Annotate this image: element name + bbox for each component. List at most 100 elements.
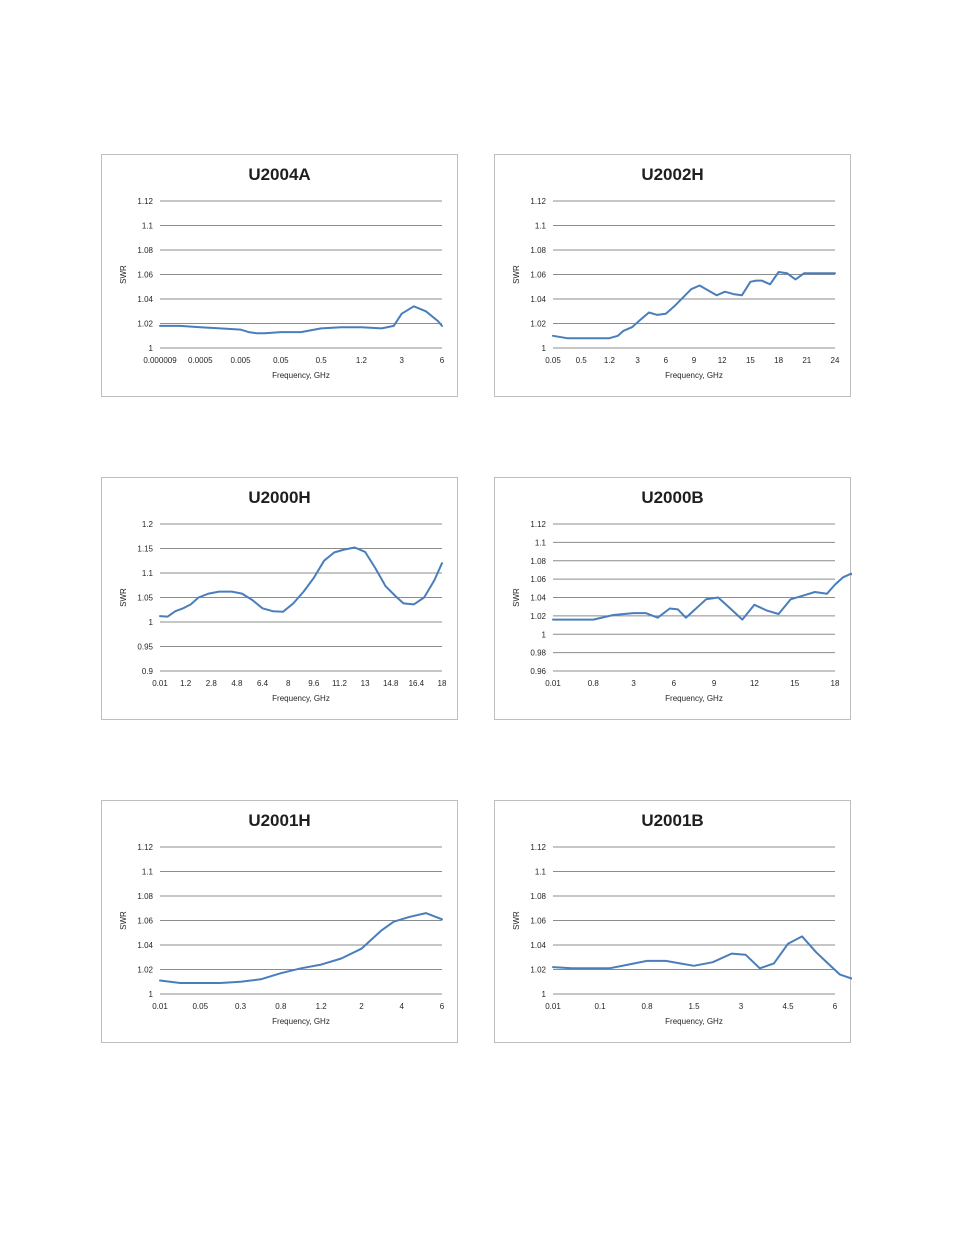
- x-tick-label: 15: [790, 679, 799, 688]
- x-tick-label: 6: [664, 356, 669, 365]
- y-tick-label: 0.9: [142, 667, 154, 676]
- y-tick-label: 1.12: [530, 197, 546, 206]
- x-tick-label: 21: [802, 356, 811, 365]
- x-tick-label: 0.01: [152, 679, 168, 688]
- x-axis-title: Frequency, GHz: [272, 1017, 330, 1026]
- x-tick-label: 1.5: [688, 1002, 700, 1011]
- chart-title: U2004A: [248, 165, 311, 184]
- y-tick-label: 1.08: [137, 246, 153, 255]
- x-tick-label: 3: [635, 356, 640, 365]
- x-tick-label: 16.4: [409, 679, 425, 688]
- y-axis-title: SWR: [512, 265, 521, 284]
- y-tick-label: 1.02: [530, 612, 546, 621]
- y-tick-label: 1.12: [530, 843, 546, 852]
- x-tick-label: 2.8: [206, 679, 218, 688]
- x-tick-label: 0.05: [545, 356, 561, 365]
- y-axis-title: SWR: [512, 911, 521, 930]
- x-tick-label: 0.8: [275, 1002, 287, 1011]
- x-tick-label: 0.0005: [188, 356, 213, 365]
- x-tick-label: 0.01: [152, 1002, 168, 1011]
- x-tick-label: 6: [440, 356, 445, 365]
- y-tick-label: 1.1: [142, 222, 154, 231]
- x-tick-label: 0.005: [231, 356, 252, 365]
- y-tick-label: 1.08: [530, 557, 546, 566]
- y-tick-label: 1.08: [137, 892, 153, 901]
- chart-title: U2001B: [641, 811, 704, 830]
- plot-u2002h: 1 1.02 1.04 1.06 1.08 1.1 1.12 0.05 0.5 1.2 3 6 9 12 1…: [512, 197, 840, 380]
- chart-title: U2002H: [641, 165, 704, 184]
- x-tick-label: 6.4: [257, 679, 269, 688]
- x-tick-label: 3: [739, 1002, 744, 1011]
- series-line: [552, 271, 836, 340]
- y-tick-label: 1.08: [530, 246, 546, 255]
- y-tick-label: 1.02: [137, 966, 153, 975]
- y-tick-label: 0.95: [137, 643, 153, 652]
- y-axis-title: SWR: [512, 588, 521, 607]
- x-tick-label: 1.2: [604, 356, 616, 365]
- x-tick-label: 4: [399, 1002, 404, 1011]
- chart-u2001b: U2001B 1 1.02 1.04 1.06 1.08 1.1 1.12 0.01 0.1 0.…: [494, 800, 852, 1043]
- x-tick-label: 1.2: [180, 679, 192, 688]
- x-tick-label: 0.8: [641, 1002, 653, 1011]
- y-axis-title: SWR: [119, 911, 128, 930]
- y-tick-label: 1.06: [137, 271, 153, 280]
- y-tick-label: 1: [542, 990, 547, 999]
- x-axis-title: Frequency, GHz: [665, 1017, 723, 1026]
- y-tick-label: 1.1: [535, 868, 547, 877]
- series-line: [159, 546, 443, 618]
- y-tick-label: 1.04: [137, 941, 153, 950]
- y-tick-label: 1: [542, 344, 547, 353]
- chart-title: U2001H: [248, 811, 311, 830]
- x-tick-label: 2: [359, 1002, 364, 1011]
- y-tick-label: 1.02: [530, 966, 546, 975]
- chart-title: U2000H: [248, 488, 311, 507]
- x-tick-label: 0.01: [545, 679, 561, 688]
- y-axis-title: SWR: [119, 265, 128, 284]
- y-tick-label: 1.12: [137, 197, 153, 206]
- chart-u2000b: U2000B 0.96 0.98 1 1.02 1.04 1.06 1.08 1.1 1.12 0…: [494, 477, 852, 720]
- x-tick-label: 0.5: [576, 356, 588, 365]
- y-tick-label: 1.02: [530, 320, 546, 329]
- y-axis-title: SWR: [119, 588, 128, 607]
- x-tick-label: 0.000009: [143, 356, 177, 365]
- y-tick-label: 1.1: [535, 538, 547, 547]
- x-tick-label: 24: [831, 356, 840, 365]
- x-axis-title: Frequency, GHz: [665, 371, 723, 380]
- series-line: [552, 935, 852, 980]
- x-tick-label: 4.8: [231, 679, 243, 688]
- plot-u2000h: 0.9 0.95 1 1.05 1.1 1.15 1.2 0.01 1.2 2.8 4.8 6.4 8 9…: [119, 520, 447, 703]
- series-line: [552, 572, 852, 621]
- x-tick-label: 0.8: [588, 679, 600, 688]
- x-tick-label: 0.1: [594, 1002, 606, 1011]
- y-tick-label: 1.06: [530, 917, 546, 926]
- y-tick-label: 1: [149, 990, 154, 999]
- y-tick-label: 1: [149, 344, 154, 353]
- x-tick-label: 9: [712, 679, 717, 688]
- x-tick-label: 0.5: [316, 356, 328, 365]
- y-tick-label: 1.05: [137, 594, 153, 603]
- x-tick-label: 18: [774, 356, 783, 365]
- x-tick-label: 0.05: [192, 1002, 208, 1011]
- x-tick-label: 6: [440, 1002, 445, 1011]
- y-tick-label: 1: [149, 618, 154, 627]
- x-tick-label: 18: [438, 679, 447, 688]
- x-tick-label: 6: [672, 679, 677, 688]
- plot-u2000b: 0.96 0.98 1 1.02 1.04 1.06 1.08 1.1 1.12 0.01 0.8 3…: [512, 520, 852, 703]
- y-tick-label: 1.15: [137, 545, 153, 554]
- x-tick-label: 0.3: [235, 1002, 247, 1011]
- y-tick-label: 1.2: [142, 520, 154, 529]
- y-tick-label: 1.04: [530, 941, 546, 950]
- plot-u2001h: 1 1.02 1.04 1.06 1.08 1.1 1.12 0.01 0.05 0.3 0.8 1.…: [119, 843, 445, 1026]
- x-tick-label: 8: [286, 679, 291, 688]
- y-tick-label: 1: [542, 630, 547, 639]
- y-tick-label: 0.98: [530, 649, 546, 658]
- y-tick-label: 1.04: [530, 295, 546, 304]
- x-tick-label: 0.05: [273, 356, 289, 365]
- plot-u2001b: 1 1.02 1.04 1.06 1.08 1.1 1.12 0.01 0.1 0.8 1.5 3 4.…: [512, 843, 852, 1026]
- y-tick-label: 1.1: [142, 868, 154, 877]
- y-tick-label: 1.12: [137, 843, 153, 852]
- x-tick-label: 4.5: [782, 1002, 794, 1011]
- series-line: [159, 912, 443, 984]
- chart-title: U2000B: [641, 488, 704, 507]
- x-tick-label: 14.8: [383, 679, 399, 688]
